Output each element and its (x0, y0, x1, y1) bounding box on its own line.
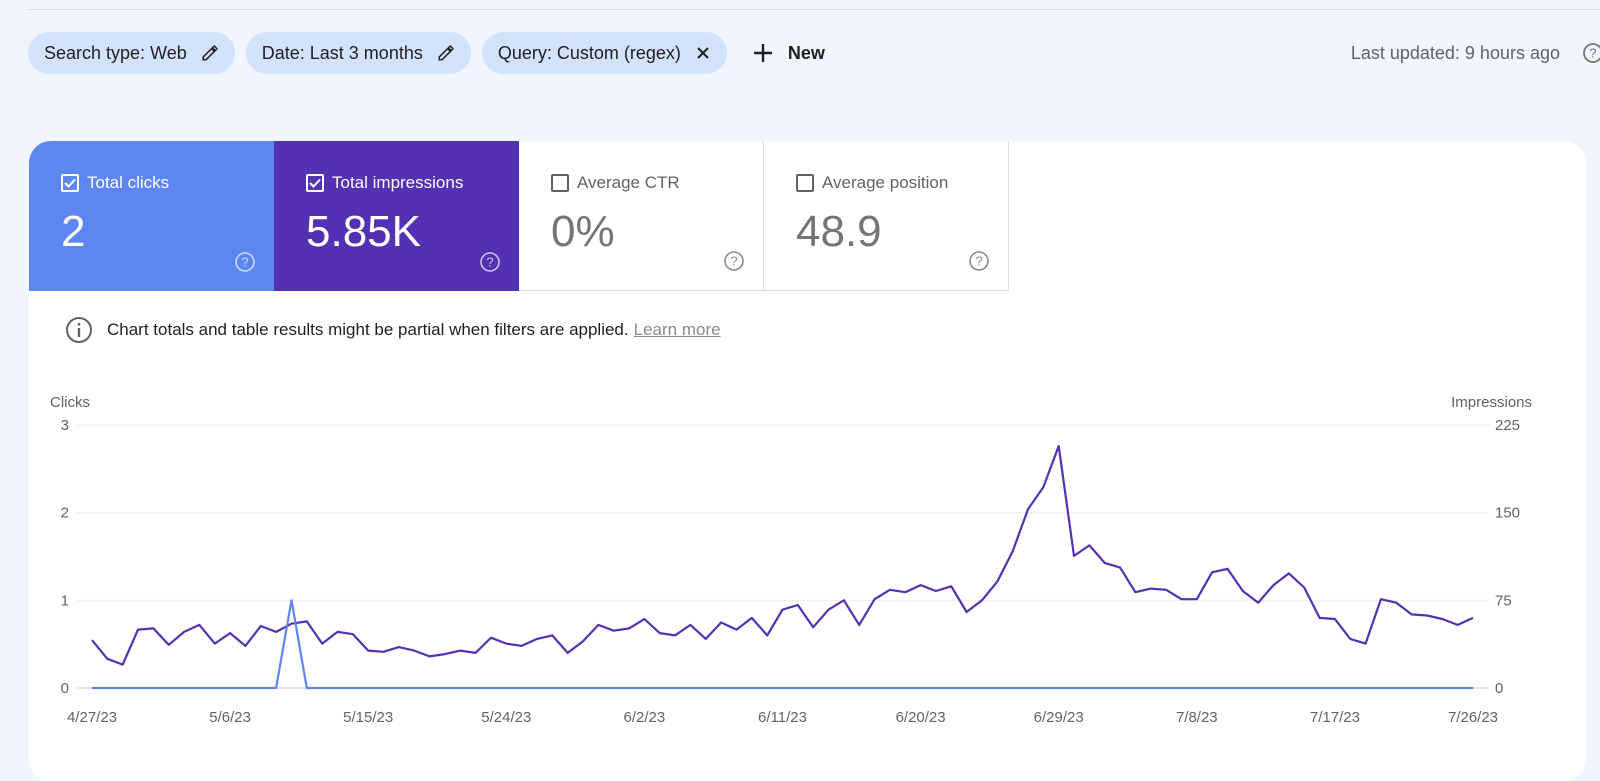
metric-total-clicks[interactable]: Total clicks 2 ? (29, 141, 274, 291)
series-line-clicks (92, 599, 1473, 690)
x-tick-label: 6/11/23 (758, 709, 807, 726)
x-tick-label: 7/8/23 (1176, 709, 1218, 726)
metric-label: Total impressions (332, 173, 464, 192)
svg-text:?: ? (241, 255, 248, 270)
x-tick-label: 7/17/23 (1310, 709, 1360, 726)
y-right-tick-label: 0 (1495, 680, 1503, 697)
x-tick-label: 6/20/23 (896, 709, 946, 726)
pencil-icon[interactable] (437, 44, 455, 62)
metric-label: Average position (822, 173, 949, 192)
plus-icon (753, 44, 772, 62)
performance-card: Total clicks 2 ? Total impressions 5.85K… (29, 141, 1586, 781)
metric-value: 0% (551, 207, 615, 256)
x-tick-label: 4/27/23 (67, 709, 117, 726)
learn-more-link[interactable]: Learn more (633, 320, 721, 339)
y-left-tick-label: 2 (61, 505, 69, 522)
checkbox-unchecked-icon[interactable] (551, 174, 569, 192)
close-icon[interactable] (695, 45, 711, 61)
metric-label: Average CTR (577, 173, 680, 192)
y-right-tick-label: 75 (1495, 592, 1512, 609)
metric-value: 48.9 (796, 207, 882, 256)
help-icon[interactable]: ? (968, 250, 990, 272)
metric-average-position[interactable]: Average position 48.9 ? (764, 141, 1009, 291)
x-tick-label: 6/2/23 (624, 709, 666, 726)
x-tick-label: 5/6/23 (209, 709, 251, 726)
help-icon[interactable]: ? (723, 250, 745, 272)
info-icon (66, 317, 92, 343)
y-axis-left-title: Clicks (50, 394, 90, 411)
filter-chip-search-type[interactable]: Search type: Web (28, 32, 235, 74)
checkbox-checked-icon[interactable] (61, 174, 79, 192)
help-icon[interactable]: ? (234, 251, 256, 273)
x-tick-label: 7/26/23 (1448, 709, 1498, 726)
last-updated-text: Last updated: 9 hours ago (1350, 43, 1560, 63)
metric-value: 5.85K (306, 207, 421, 256)
svg-text:?: ? (1589, 46, 1596, 61)
filter-bar: Search type: Web Date: Last 3 months Que… (28, 32, 825, 74)
y-right-tick-label: 150 (1495, 505, 1520, 522)
y-left-tick-label: 3 (61, 417, 69, 434)
x-tick-label: 6/29/23 (1034, 709, 1084, 726)
filter-chip-label: Date: Last 3 months (261, 42, 423, 63)
metric-value: 2 (61, 207, 86, 256)
pencil-icon[interactable] (201, 44, 219, 62)
x-tick-label: 5/15/23 (343, 709, 393, 726)
metric-label: Total clicks (87, 173, 170, 192)
svg-text:?: ? (975, 254, 982, 269)
y-right-tick-label: 225 (1495, 417, 1520, 434)
filter-chip-label: Query: Custom (regex) (497, 42, 681, 63)
svg-text:?: ? (486, 255, 493, 270)
checkbox-unchecked-icon[interactable] (796, 174, 814, 192)
notice-text: Chart totals and table results might be … (107, 320, 629, 339)
metric-total-impressions[interactable]: Total impressions 5.85K ? (274, 141, 519, 291)
help-icon[interactable]: ? (479, 251, 501, 273)
y-left-tick-label: 0 (61, 680, 69, 697)
performance-chart: Clicks Impressions 3 225 2 150 1 75 0 0 4/27/23 5/6… (50, 394, 1532, 726)
metric-tiles: Total clicks 2 ? Total impressions 5.85K… (29, 141, 1009, 291)
y-left-tick-label: 1 (61, 592, 69, 609)
svg-text:?: ? (730, 254, 737, 269)
series-line-impressions (91, 444, 1474, 666)
y-axis-right-title: Impressions (1451, 394, 1532, 411)
x-tick-label: 5/24/23 (481, 709, 531, 726)
metric-average-ctr[interactable]: Average CTR 0% ? (519, 141, 764, 291)
filter-chip-date[interactable]: Date: Last 3 months (245, 32, 471, 74)
top-divider (28, 9, 1600, 10)
partial-results-notice: Chart totals and table results might be … (65, 316, 721, 344)
checkbox-checked-icon[interactable] (306, 174, 324, 192)
help-icon[interactable]: ? (1582, 42, 1600, 64)
filter-chip-label: Search type: Web (44, 42, 187, 63)
new-filter-label: New (787, 42, 825, 63)
filter-chip-query[interactable]: Query: Custom (regex) (481, 32, 727, 74)
new-filter-button[interactable]: New (752, 42, 825, 64)
